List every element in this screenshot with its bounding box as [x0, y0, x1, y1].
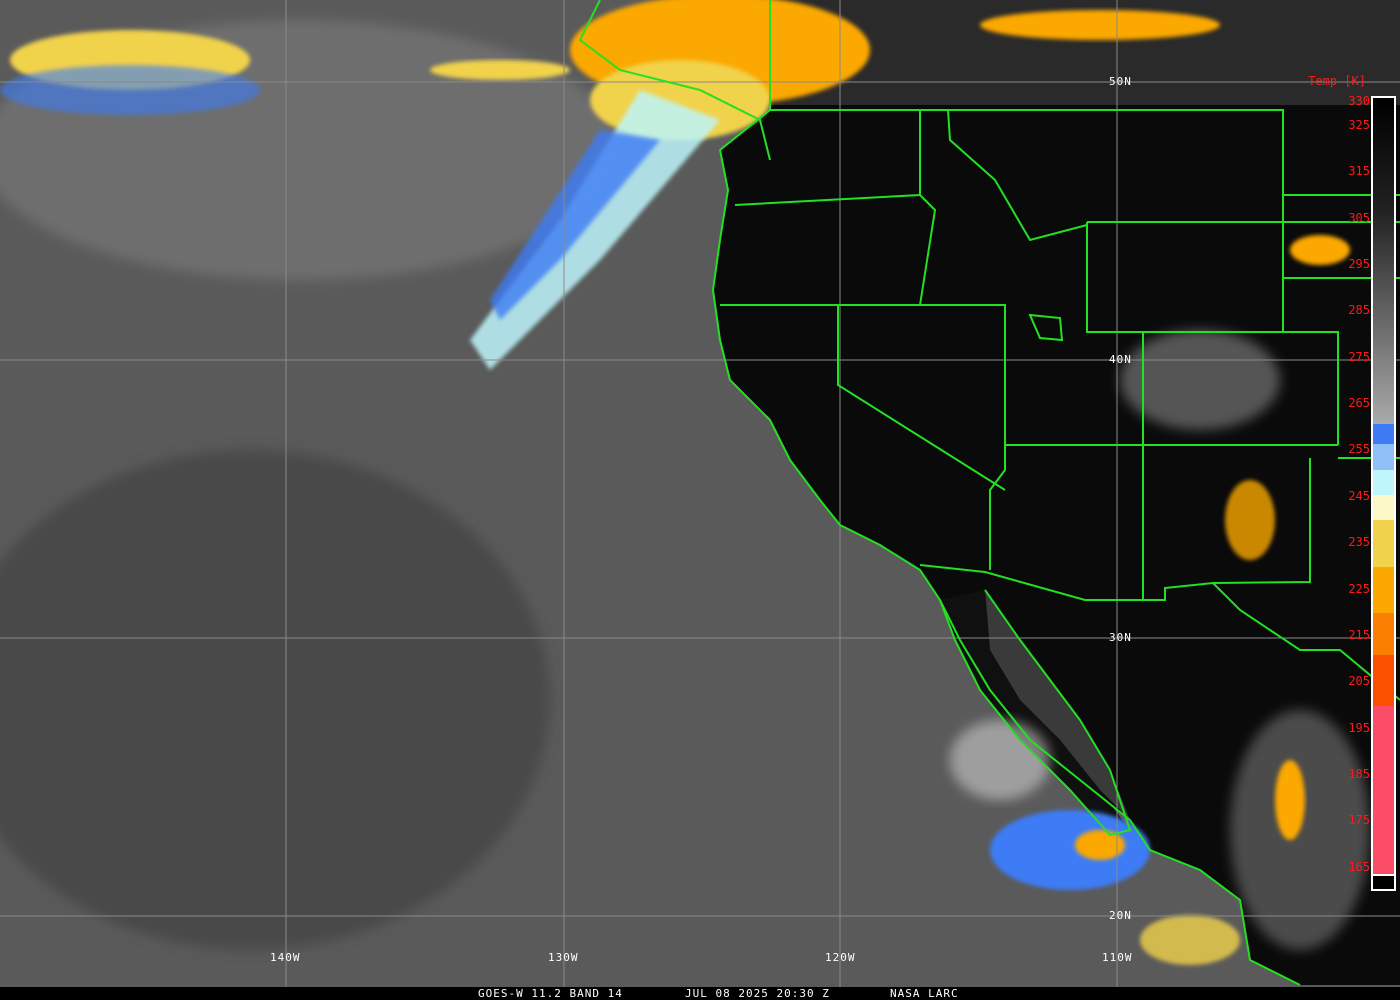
- colorbar-tick-label: 175: [1348, 813, 1370, 827]
- colorbar-pink-red: [1373, 706, 1394, 874]
- colorbar-tick-label: 275: [1348, 350, 1370, 364]
- colorbar-tick-label: 225: [1348, 582, 1370, 596]
- land-north-america: [713, 0, 1400, 985]
- colorbar-tick-label: 235: [1348, 535, 1370, 549]
- lon-label: 130W: [548, 951, 579, 964]
- colorbar-tick-label: 325: [1348, 118, 1370, 132]
- temperature-colorbar: [1371, 96, 1396, 891]
- dark-cloud-area: [0, 450, 550, 950]
- colorbar-orange: [1373, 567, 1394, 613]
- colorbar-tick-label: 255: [1348, 442, 1370, 456]
- colorbar-pale-cyan: [1373, 470, 1394, 495]
- lat-label: 30N: [1109, 631, 1132, 644]
- gulf-of-california: [985, 590, 1130, 820]
- colorbar-light-blue: [1373, 444, 1394, 470]
- colorbar-tick-label: 205: [1348, 674, 1370, 688]
- cloud-systems: [0, 0, 1370, 965]
- datetime-label: JUL 08 2025 20:30 Z: [685, 987, 830, 1000]
- colorbar-dark-orange: [1373, 613, 1394, 655]
- colorbar-pale-yellow: [1373, 495, 1394, 520]
- colorbar-blue: [1373, 424, 1394, 444]
- colorbar-tick-label: 315: [1348, 164, 1370, 178]
- colorbar-tick-label: 295: [1348, 257, 1370, 271]
- credit-label: NASA LARC: [890, 987, 959, 1000]
- colorbar-yellow: [1373, 520, 1394, 567]
- colorbar-tick-label: 215: [1348, 628, 1370, 642]
- lat-label: 50N: [1109, 75, 1132, 88]
- image-caption: GOES-W 11.2 BAND 14 JUL 08 2025 20:30 Z …: [0, 987, 1400, 1000]
- colorbar-tick-label: 195: [1348, 721, 1370, 735]
- lon-label: 110W: [1102, 951, 1133, 964]
- political-borders: [578, 0, 1400, 986]
- lon-label: 140W: [270, 951, 301, 964]
- colorbar-tick-label: 285: [1348, 303, 1370, 317]
- colorbar-tick-label: 330: [1348, 94, 1370, 108]
- colorbar-tick-label: 305: [1348, 211, 1370, 225]
- colorbar-tick-label: 165: [1348, 860, 1370, 874]
- lat-label: 20N: [1109, 909, 1132, 922]
- colorbar-red-orange: [1373, 655, 1394, 706]
- lon-label: 120W: [825, 951, 856, 964]
- lat-label: 40N: [1109, 353, 1132, 366]
- satellite-label: GOES-W 11.2 BAND 14: [478, 987, 623, 1000]
- colorbar-title: Temp [K]: [1308, 74, 1366, 88]
- colorbar-tick-label: 265: [1348, 396, 1370, 410]
- colorbar-tick-label: 185: [1348, 767, 1370, 781]
- baja-peninsula: [940, 590, 1130, 835]
- colorbar-tick-label: 245: [1348, 489, 1370, 503]
